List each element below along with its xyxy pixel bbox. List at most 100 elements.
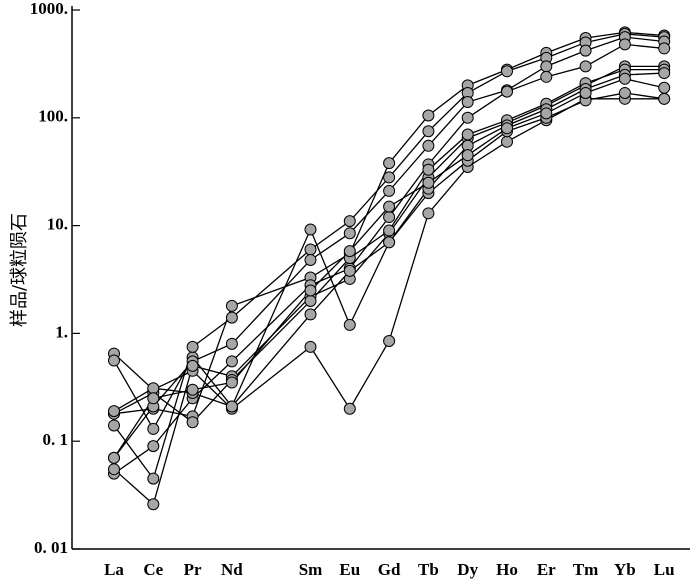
data-point	[304, 284, 317, 297]
series-line	[113, 43, 665, 475]
x-tick-label: Eu	[339, 560, 360, 579]
data-point	[108, 451, 120, 464]
data-point	[658, 42, 671, 55]
data-point	[540, 107, 553, 120]
data-point	[422, 139, 435, 152]
data-point	[108, 405, 120, 418]
data-point	[658, 67, 671, 80]
data-point	[618, 72, 631, 85]
data-point	[383, 157, 396, 170]
data-point	[618, 86, 631, 99]
data-point	[304, 253, 317, 266]
series-line	[113, 65, 665, 506]
data-point	[108, 354, 120, 367]
data-point	[618, 38, 631, 51]
series-line	[113, 31, 665, 418]
x-tick-label: Tb	[418, 560, 439, 579]
x-tick-label: Dy	[457, 560, 478, 579]
data-point	[501, 135, 513, 148]
series-line	[113, 92, 665, 431]
x-tick-label: La	[104, 560, 124, 579]
x-tick-label: Er	[537, 560, 556, 579]
data-point	[658, 92, 671, 105]
data-point	[501, 85, 513, 98]
data-point	[658, 81, 671, 94]
data-point	[343, 402, 356, 415]
data-point	[540, 60, 553, 73]
x-tick-label: Pr	[184, 560, 202, 579]
data-point	[225, 355, 238, 368]
data-point	[343, 245, 356, 258]
data-point	[461, 128, 474, 141]
data-point	[422, 176, 435, 189]
y-tick-label: 0. 01	[34, 538, 68, 557]
data-point	[579, 60, 592, 73]
series-line	[113, 98, 665, 411]
data-point	[343, 264, 356, 277]
data-point	[186, 340, 199, 353]
data-point	[147, 392, 160, 405]
data-point	[422, 207, 435, 220]
series-line	[113, 72, 665, 412]
data-point	[383, 171, 396, 184]
x-tick-label: Nd	[221, 560, 243, 579]
data-point	[383, 200, 396, 213]
x-tick-label: Lu	[654, 560, 675, 579]
data-point	[147, 440, 160, 453]
y-tick-label: 1000.	[30, 0, 68, 18]
data-point	[461, 111, 474, 124]
data-point	[147, 382, 160, 395]
data-point	[422, 163, 435, 176]
data-point	[225, 299, 238, 312]
y-tick-label: 0. 1	[43, 430, 69, 449]
data-point	[540, 70, 553, 83]
x-tick-label: Ho	[496, 560, 518, 579]
data-point	[422, 125, 435, 138]
x-tick-label: Gd	[378, 560, 401, 579]
data-point	[108, 419, 120, 432]
data-point	[383, 211, 396, 224]
data-point	[225, 376, 238, 389]
data-point	[343, 318, 356, 331]
data-point	[225, 337, 238, 350]
data-point	[304, 243, 317, 256]
data-point	[225, 400, 238, 413]
data-point	[383, 335, 396, 348]
data-point	[186, 383, 199, 396]
data-point	[304, 340, 317, 353]
data-point	[147, 498, 160, 511]
data-point	[304, 223, 317, 236]
data-point	[383, 236, 396, 249]
data-point	[383, 184, 396, 197]
series-line	[113, 68, 665, 424]
series-line	[113, 78, 665, 459]
data-point	[343, 227, 356, 240]
data-point	[186, 359, 199, 372]
y-axis-label: 样品/球粒陨石	[9, 213, 30, 327]
data-point	[304, 308, 317, 321]
data-point	[579, 86, 592, 99]
data-point	[225, 311, 238, 324]
y-tick-label: 1.	[55, 322, 68, 341]
data-point	[147, 472, 160, 485]
data-point	[422, 109, 435, 122]
data-point	[304, 294, 317, 307]
data-point	[461, 96, 474, 109]
data-point	[108, 463, 120, 476]
y-tick-label: 10.	[47, 215, 68, 234]
x-tick-label: Tm	[573, 560, 599, 579]
data-point	[461, 149, 474, 162]
y-tick-label: 100.	[38, 107, 68, 126]
data-point	[579, 44, 592, 57]
data-point	[501, 122, 513, 135]
data-point	[501, 65, 513, 78]
data-point	[343, 215, 356, 228]
data-point	[147, 422, 160, 435]
data-point	[383, 224, 396, 237]
x-tick-label: Ce	[143, 560, 163, 579]
data-point	[186, 416, 199, 429]
x-tick-label: Sm	[299, 560, 323, 579]
series-line	[113, 33, 665, 481]
x-tick-label: Yb	[614, 560, 636, 579]
